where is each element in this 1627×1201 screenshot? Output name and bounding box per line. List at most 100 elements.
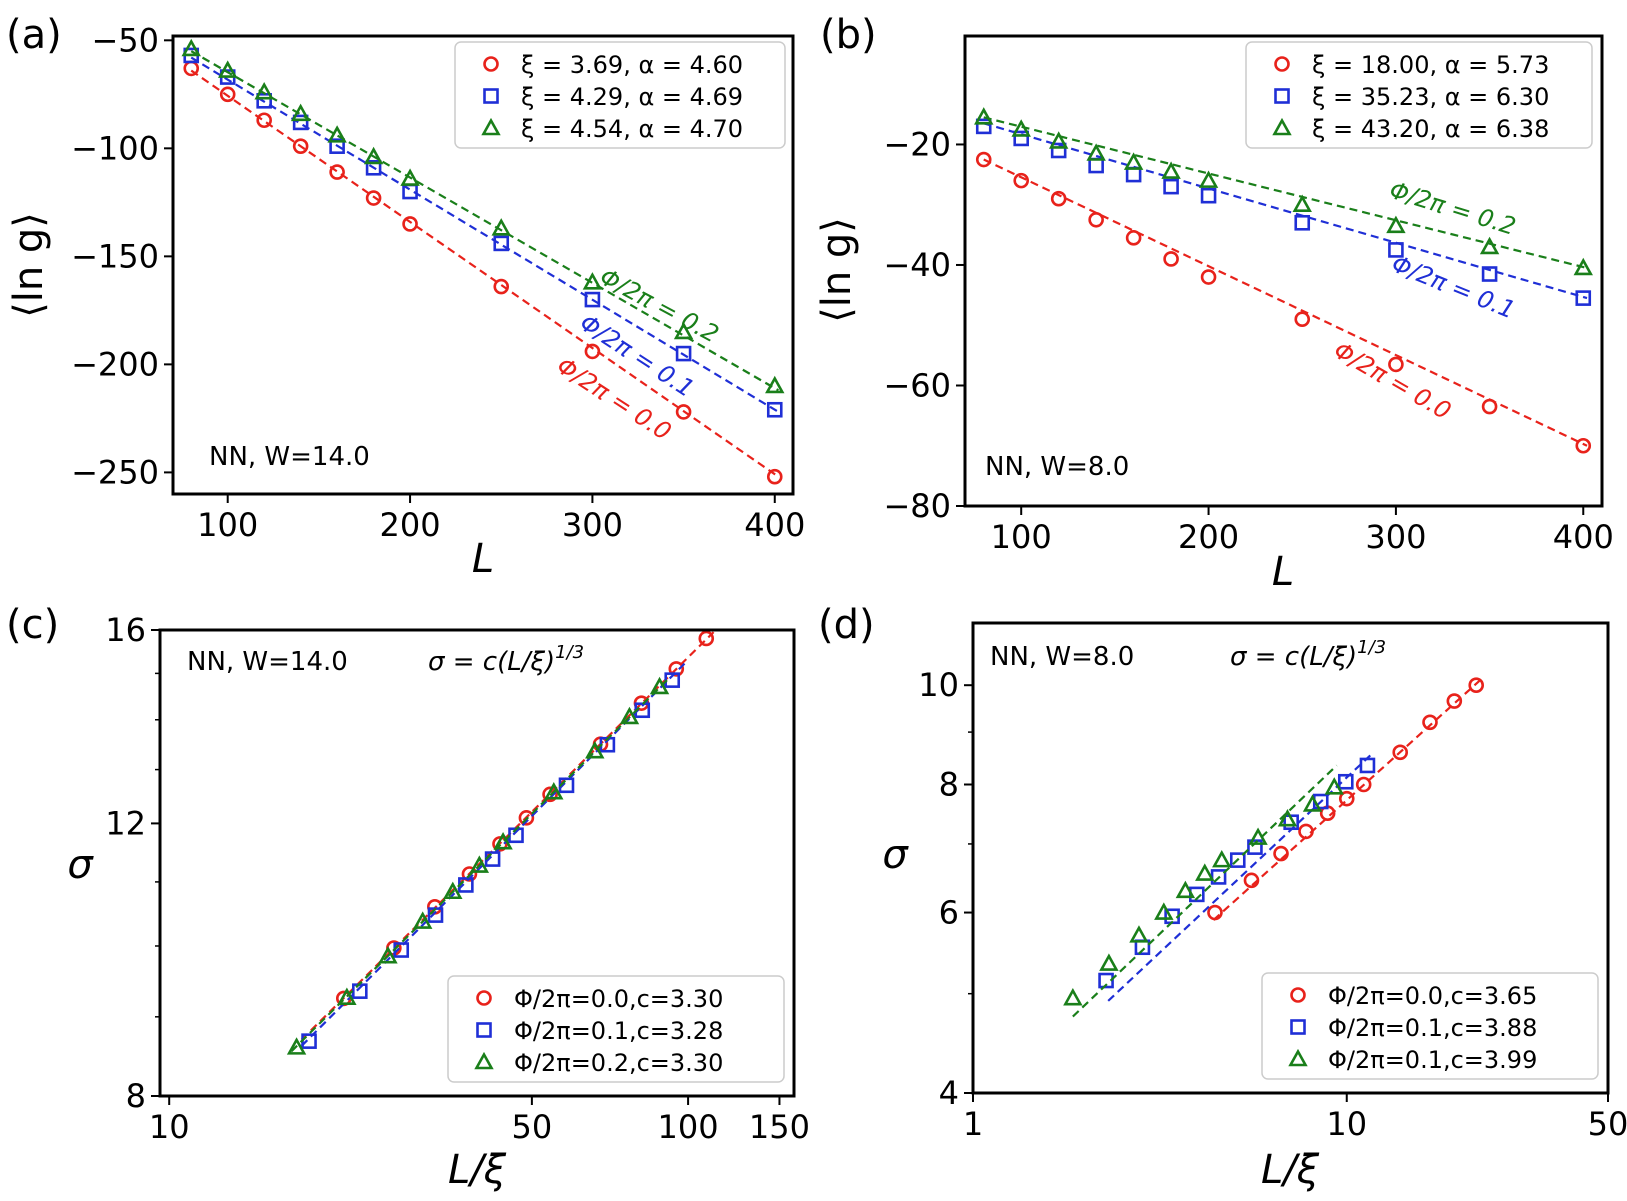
panel-b-series-0-point: [1481, 398, 1498, 415]
panel-b-series-1-point: [1088, 157, 1104, 174]
panel-a-legend-marker-1: [483, 88, 499, 104]
panel-a-series-0-point: [292, 138, 309, 154]
panel-d-frame: [971, 621, 1610, 1095]
panel-d-xtick-label: 50: [1588, 1105, 1627, 1143]
panel-c-series-2-fit: [290, 677, 671, 1053]
panel-b-frame: [963, 34, 1604, 508]
panel-b-series-0-point: [975, 151, 992, 168]
panel-a-series-2-point: [217, 60, 238, 78]
panel-a-xtick-label: 300: [562, 506, 623, 544]
panel-d-series-0-point: [1243, 872, 1260, 889]
panel-a-series-2-fit: [190, 50, 779, 392]
panel-d-legend-label-0: Φ/2π=0.0,c=3.65: [1328, 982, 1537, 1010]
panel-c-frame: [158, 628, 796, 1098]
panel-c-series-0-point: [542, 786, 558, 803]
panel-a-ytick-label: −150: [71, 237, 159, 275]
panel-d-legend-marker-2: [1288, 1048, 1308, 1067]
panel-a-series-0-point: [329, 164, 345, 180]
panel-a-legend: [454, 41, 786, 149]
panel-d-ytick-label: 10: [918, 666, 959, 704]
panel-b-legend-label-2: ξ = 43.20, α = 6.38: [1312, 115, 1549, 143]
panel-b-series-1-point: [1050, 142, 1067, 159]
panel-c-series-2-point: [544, 782, 564, 800]
panel-d-series-0-point: [1468, 677, 1485, 694]
panel-d-ytick-label: 4: [939, 1074, 959, 1112]
panel-b-ylabel: ⟨ln g⟩: [814, 217, 860, 323]
panel-c-formula-exp: 1/3: [555, 642, 584, 663]
panel-c-series-2-point: [443, 881, 463, 900]
panel-a-series-0-point: [493, 278, 510, 295]
panel-a-series-1-point: [493, 235, 510, 252]
panel-a-ytick-label: −250: [71, 453, 159, 491]
panel-a-annotation: NN, W=14.0: [209, 442, 370, 472]
panel-b: (b) 100 200 300 400 −20 −40 −60 −80 Φ/2π = 0.0 Φ/…: [814, 12, 1614, 595]
panel-a-xtick-label: 100: [197, 506, 258, 544]
panel-d-series-1-point: [1247, 839, 1263, 855]
panel-b-series-1-point: [975, 118, 992, 135]
panel-a: (a) 100 200 300 400−50−100−150−200−250Φ/2π …: [6, 12, 805, 582]
panel-d-ytick-label: 8: [939, 766, 959, 804]
panel-a-series-1-point: [329, 138, 345, 154]
panel-d-legend-marker-0: [1290, 987, 1306, 1003]
panel-c-label: (c): [6, 602, 59, 648]
panel-b-ytick-label: −40: [883, 246, 951, 284]
panel-a-series-2-point: [327, 125, 347, 143]
panel-a-xlabel: L: [472, 536, 494, 582]
panel-a-legend-label-2: ξ = 4.54, α = 4.70: [521, 115, 743, 143]
panel-b-series-2-curve-label: Φ/2π = 0.2: [1386, 176, 1519, 241]
panel-c-annotation: NN, W=14.0: [187, 647, 348, 677]
panel-a-series-0-point: [219, 86, 236, 103]
panel-b-series-0-fit: [983, 158, 1588, 447]
panel-a-ytick-label: −200: [71, 345, 159, 383]
panel-a-series-0-point: [766, 468, 783, 485]
panel-d-series-2-point: [1324, 777, 1344, 795]
panel-d-series-1-point: [1229, 852, 1246, 868]
panel-c-xtick-label: 50: [512, 1108, 553, 1146]
panel-d-xlabel: L/ξ: [1261, 1147, 1320, 1193]
panel-b-ytick-label: −80: [883, 487, 951, 525]
panel-d-series-0-point: [1392, 744, 1409, 761]
panel-a-series-0-point: [365, 190, 382, 206]
panel-c-formula: σ = c(L/ξ)1/3: [428, 642, 584, 677]
panel-a-series-2-point: [582, 272, 603, 290]
panel-c-xlabel: L/ξ: [448, 1147, 507, 1193]
panel-b-legend-label-0: ξ = 18.00, α = 5.73: [1312, 51, 1549, 79]
panel-b-series-0-point: [1163, 251, 1179, 267]
panel-d-legend-label-1: Φ/2π=0.1,c=3.88: [1328, 1014, 1537, 1042]
panel-d: (d) 1 10 50 4 6 8 10 L/ξ σ NN, W=8.0 σ = c(L/ξ…: [818, 602, 1627, 1193]
panel-c-legend: [447, 975, 785, 1083]
panel-b-legend-marker-1: [1274, 88, 1290, 104]
panel-c-series-2-point: [337, 987, 357, 1005]
panel-d-formula: σ = c(L/ξ)1/3: [1230, 637, 1386, 672]
panel-c-formula-main: σ = c(L/ξ): [428, 647, 555, 677]
panel-c-ylabel: σ: [67, 842, 94, 888]
panel-a-series-0-point: [256, 112, 272, 129]
panel-a-series-1-fit: [190, 56, 779, 413]
panel-b-series-2-point: [1123, 152, 1144, 170]
panel-b-series-2-point: [1479, 236, 1500, 255]
panel-c: (c) 10 50 100 150 8 12 16 L/ξ σ NN, W=14.0 σ =…: [6, 602, 810, 1193]
panel-d-series-2-point: [1175, 880, 1196, 899]
panel-b-series-2-point: [974, 107, 994, 125]
panel-a-series-2-point: [400, 168, 420, 186]
panel-c-series-2-point: [469, 855, 490, 873]
panel-c-series-2-point: [493, 831, 513, 850]
panel-b-annotation: NN, W=8.0: [985, 452, 1129, 482]
panel-b-series-0-point: [1013, 172, 1030, 189]
panel-c-series-2-point: [619, 706, 640, 725]
panel-d-series-2-point: [1248, 827, 1268, 845]
panel-d-series-2-fit: [1072, 764, 1338, 1018]
panel-b-series-2-point: [1198, 170, 1219, 188]
panel-a-series-2-point: [491, 218, 511, 236]
panel-a-series-2-point: [181, 38, 201, 57]
panel-d-legend-label-2: Φ/2π=0.1,c=3.99: [1328, 1046, 1537, 1074]
panel-b-series-0-curve-label: Φ/2π = 0.0: [1329, 336, 1456, 425]
panel-b-series-1-point: [1125, 166, 1142, 183]
panel-a-legend-marker-0: [483, 56, 499, 72]
panel-c-series-0-point: [698, 630, 715, 647]
panel-c-legend-marker-1: [476, 1022, 492, 1038]
panel-b-series-1-fit: [983, 122, 1588, 300]
panel-d-label: (d): [818, 602, 875, 648]
panel-b-series-2-point: [1573, 257, 1593, 276]
